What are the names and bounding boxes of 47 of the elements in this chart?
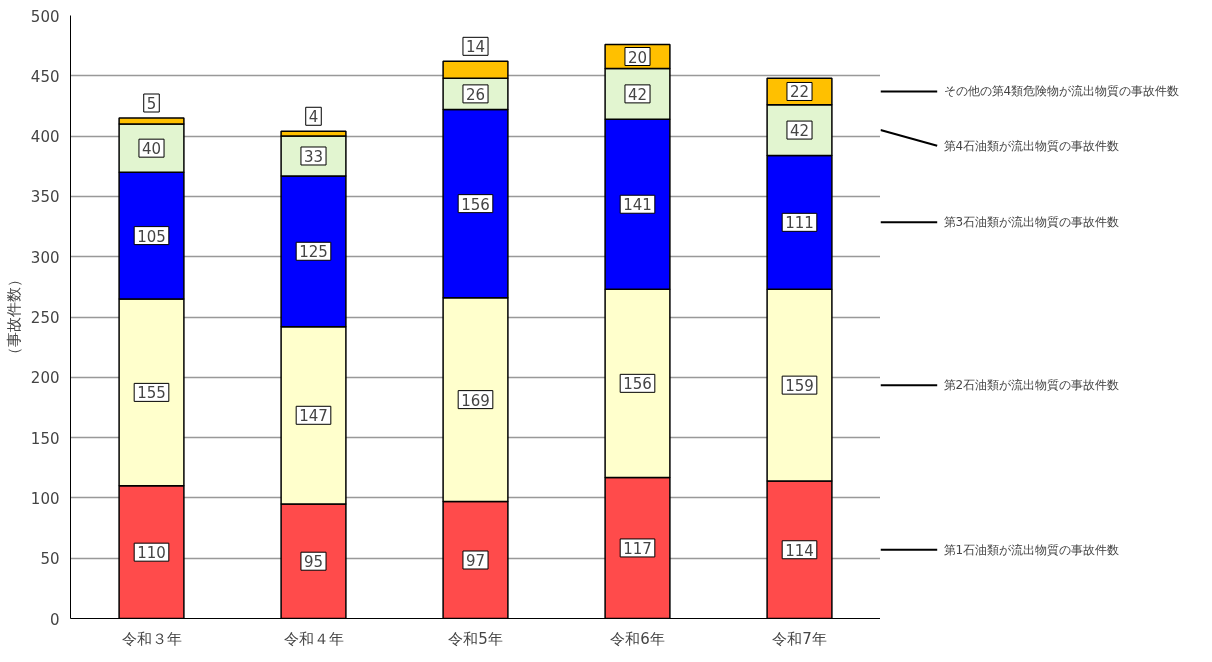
- legend-label: その他の第4類危険物が流出物質の事故件数: [943, 84, 1180, 99]
- data-label: 33: [303, 148, 324, 166]
- data-label: 42: [627, 85, 648, 104]
- y-axis-title: （事故件数）: [4, 272, 23, 362]
- y-tick-label: 200: [30, 369, 60, 388]
- data-label: 14: [465, 38, 486, 57]
- data-label: 156: [623, 375, 652, 394]
- y-tick-label: 50: [40, 550, 60, 569]
- legend-label: 第1石油類が流出物質の事故件数: [943, 542, 1120, 557]
- data-label: 5: [146, 95, 157, 114]
- data-label: 22: [789, 83, 810, 102]
- data-label: 141: [623, 196, 652, 215]
- y-tick-label: 500: [30, 7, 60, 26]
- data-label: 105: [137, 227, 166, 246]
- x-tick-label: 令和３年: [121, 629, 182, 648]
- y-tick-label: 400: [30, 128, 60, 147]
- legend-label: 第2石油類が流出物質の事故件数: [943, 378, 1120, 393]
- legend-label: 第4石油類が流出物質の事故件数: [943, 138, 1120, 153]
- y-tick-label: 350: [30, 188, 60, 207]
- x-tick-label: 令和6年: [610, 629, 665, 648]
- data-label: 159: [785, 377, 814, 396]
- data-label: 156: [461, 195, 490, 214]
- data-label: 155: [137, 384, 166, 403]
- data-label: 20: [627, 48, 648, 67]
- data-label: 97: [465, 552, 486, 571]
- data-label: 147: [299, 407, 328, 426]
- data-label: 111: [785, 214, 814, 233]
- data-label: 4: [308, 108, 319, 127]
- legend-label: 第3石油類が流出物質の事故件数: [943, 215, 1120, 230]
- y-tick-label: 300: [30, 248, 60, 267]
- data-label: 169: [461, 391, 490, 410]
- y-tick-label: 150: [30, 429, 60, 448]
- data-label: 117: [623, 539, 652, 558]
- data-label: 42: [789, 122, 810, 141]
- y-tick-label: 450: [30, 67, 60, 86]
- data-label: 40: [141, 140, 162, 159]
- y-tick-label: 0: [49, 610, 60, 629]
- x-tick-label: 令和5年: [448, 629, 503, 648]
- y-tick-label: 250: [30, 309, 60, 327]
- x-tick-label: 令和４年: [283, 629, 344, 648]
- data-label: 125: [299, 243, 328, 262]
- y-tick-label: 100: [30, 489, 60, 508]
- data-label: 95: [303, 553, 324, 572]
- data-label: 114: [785, 541, 814, 560]
- data-label: 26: [465, 85, 486, 104]
- data-label: 110: [137, 544, 166, 563]
- x-tick-label: 令和7年: [772, 629, 827, 648]
